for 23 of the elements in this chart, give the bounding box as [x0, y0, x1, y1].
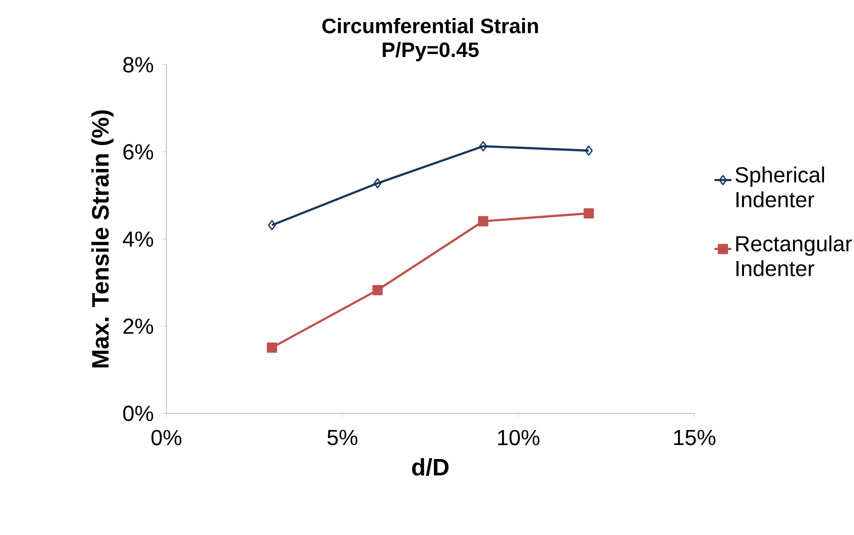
chart-title: Circumferential Strain — [322, 18, 538, 34]
y-tick-label: 2% — [123, 318, 154, 334]
legend-label: Rectangular Indenter — [736, 235, 852, 276]
point — [372, 284, 383, 296]
point — [479, 141, 488, 152]
point — [266, 342, 278, 353]
x-tick-label: 10% — [498, 430, 540, 446]
chart-subtitle: P/Py=0.45 — [382, 42, 479, 62]
x-tick-label: 0% — [151, 430, 182, 446]
x-axis-title: d/D — [412, 458, 449, 476]
y-tick-label: 4% — [122, 231, 154, 247]
point — [268, 220, 276, 230]
legend-label: Spherical Indenter — [735, 166, 824, 208]
x-tick-label: 5% — [327, 430, 358, 446]
point — [584, 208, 594, 219]
y-tick-label: 6% — [123, 144, 154, 160]
point — [584, 146, 593, 156]
x-tick-label: 15% — [674, 430, 716, 446]
point — [374, 178, 382, 188]
y-tick-label: 0% — [123, 406, 154, 422]
point — [478, 216, 488, 226]
y-tick-label: 8% — [123, 57, 154, 73]
y-axis-title: Max. Tensile Strain (%) — [91, 110, 114, 368]
